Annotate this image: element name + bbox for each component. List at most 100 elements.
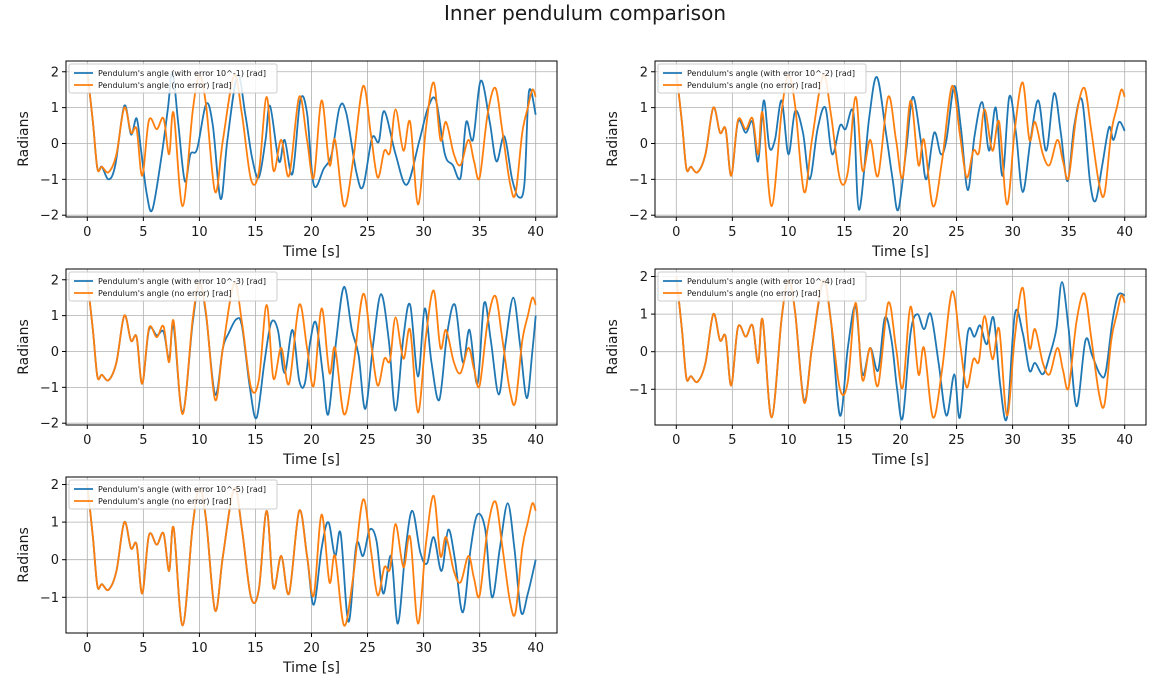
x-tick-label: 10 — [191, 641, 208, 656]
x-tick-label: 15 — [247, 225, 264, 240]
series-line-no-error — [675, 276, 1126, 419]
x-tick-label: 15 — [247, 641, 264, 656]
y-tick-label: 2 — [640, 65, 648, 80]
subplot-4: 0 5 10 15 20 25 30 35 40 −1 0 1 2 Time [s] Radians Pend… — [605, 268, 1147, 468]
x-tick-label: 20 — [303, 641, 320, 656]
x-tick-label: 10 — [780, 433, 797, 448]
x-tick-label: 40 — [527, 225, 544, 240]
y-axis-label: Radians — [16, 527, 32, 583]
y-tick-label: −1 — [629, 173, 648, 188]
x-tick-label: 0 — [83, 225, 91, 240]
y-tick-label: 1 — [640, 101, 648, 116]
x-axis-label: Time [s] — [282, 244, 340, 260]
x-tick-label: 30 — [415, 641, 432, 656]
legend-frame — [657, 271, 867, 302]
x-tick-label: 5 — [139, 641, 147, 656]
y-axis-label: Radians — [16, 111, 32, 167]
legend-entry: Pendulum's angle (no error) [rad] — [687, 289, 821, 298]
x-tick-label: 35 — [1060, 433, 1077, 448]
x-tick-label: 10 — [191, 433, 208, 448]
x-tick-label: 40 — [1116, 225, 1133, 240]
x-tick-label: 25 — [359, 641, 376, 656]
legend-entry: Pendulum's angle (with error 10^-3) [rad… — [98, 277, 266, 286]
y-tick-label: −1 — [40, 173, 59, 188]
y-axis-label: Radians — [16, 319, 32, 375]
y-tick-label: 0 — [640, 137, 648, 152]
legend: Pendulum's angle (with error 10^-2) [rad… — [657, 63, 867, 94]
x-axis-label: Time [s] — [871, 452, 929, 468]
y-tick-label: 0 — [51, 345, 59, 360]
x-tick-label: 35 — [471, 433, 488, 448]
x-tick-label: 0 — [672, 225, 680, 240]
legend-entry: Pendulum's angle (no error) [rad] — [98, 497, 232, 506]
y-tick-label: 2 — [640, 270, 648, 285]
x-tick-label: 25 — [359, 225, 376, 240]
subplot-3: 0 5 10 15 20 25 30 35 40 −2 −1 0 1 2 Time [s] Radians Pe… — [16, 268, 558, 468]
x-tick-label: 10 — [191, 225, 208, 240]
legend-entry: Pendulum's angle (no error) [rad] — [98, 81, 232, 90]
x-tick-label: 0 — [83, 433, 91, 448]
legend-entry: Pendulum's angle (with error 10^-4) [rad… — [687, 277, 855, 286]
x-tick-label: 40 — [527, 433, 544, 448]
x-tick-label: 15 — [247, 433, 264, 448]
legend-frame — [657, 63, 867, 94]
y-tick-label: −2 — [40, 417, 59, 432]
x-tick-label: 25 — [359, 433, 376, 448]
x-tick-label: 10 — [780, 225, 797, 240]
y-tick-label: 1 — [640, 308, 648, 323]
x-tick-label: 25 — [948, 433, 965, 448]
y-axis-label: Radians — [605, 111, 621, 167]
x-tick-label: 5 — [139, 225, 147, 240]
y-tick-label: 1 — [51, 101, 59, 116]
legend-frame — [68, 63, 278, 94]
y-tick-label: −1 — [40, 381, 59, 396]
legend-entry: Pendulum's angle (with error 10^-1) [rad… — [98, 69, 266, 78]
x-tick-label: 25 — [948, 225, 965, 240]
x-tick-label: 30 — [415, 225, 432, 240]
x-tick-label: 15 — [836, 225, 853, 240]
series-line-no-error — [675, 71, 1126, 208]
x-tick-label: 5 — [728, 433, 736, 448]
y-tick-label: 1 — [51, 309, 59, 324]
y-tick-label: 2 — [51, 65, 59, 80]
legend-frame — [68, 271, 278, 302]
series-line-with-error — [675, 71, 1126, 212]
y-tick-label: 2 — [51, 273, 59, 288]
x-tick-label: 30 — [1004, 433, 1021, 448]
y-tick-label: −2 — [629, 209, 648, 224]
subplot-1: 0 5 10 15 20 25 30 35 40 −2 −1 0 1 2 Time [s] Radians Pe… — [16, 60, 558, 260]
y-tick-label: 0 — [640, 345, 648, 360]
x-tick-label: 40 — [527, 641, 544, 656]
x-tick-label: 5 — [139, 433, 147, 448]
legend: Pendulum's angle (with error 10^-1) [rad… — [68, 63, 278, 94]
x-tick-label: 20 — [892, 433, 909, 448]
series-line-no-error — [86, 279, 537, 416]
legend: Pendulum's angle (with error 10^-4) [rad… — [657, 271, 867, 302]
y-tick-label: 2 — [51, 478, 59, 493]
y-tick-label: −1 — [629, 383, 648, 398]
subplot-2: 0 5 10 15 20 25 30 35 40 −2 −1 0 1 2 Time [s] Radians Pe… — [605, 60, 1147, 260]
legend-entry: Pendulum's angle (no error) [rad] — [687, 81, 821, 90]
legend: Pendulum's angle (with error 10^-3) [rad… — [68, 271, 278, 302]
x-tick-label: 30 — [1004, 225, 1021, 240]
series-line-no-error — [86, 71, 537, 208]
x-tick-label: 40 — [1116, 433, 1133, 448]
x-axis-label: Time [s] — [871, 244, 929, 260]
subplot-5: 0 5 10 15 20 25 30 35 40 −1 0 1 2 Time [s] Radians Pend… — [16, 476, 558, 676]
x-tick-label: 35 — [471, 225, 488, 240]
x-tick-label: 20 — [303, 433, 320, 448]
y-tick-label: 1 — [51, 516, 59, 531]
x-tick-label: 15 — [836, 433, 853, 448]
x-tick-label: 0 — [83, 641, 91, 656]
legend-entry: Pendulum's angle (no error) [rad] — [98, 289, 232, 298]
x-tick-label: 20 — [303, 225, 320, 240]
y-tick-label: −1 — [40, 591, 59, 606]
series-line-no-error — [86, 484, 537, 627]
x-tick-label: 35 — [1060, 225, 1077, 240]
y-tick-label: −2 — [40, 209, 59, 224]
x-axis-label: Time [s] — [282, 452, 340, 468]
x-tick-label: 20 — [892, 225, 909, 240]
x-tick-label: 5 — [728, 225, 736, 240]
